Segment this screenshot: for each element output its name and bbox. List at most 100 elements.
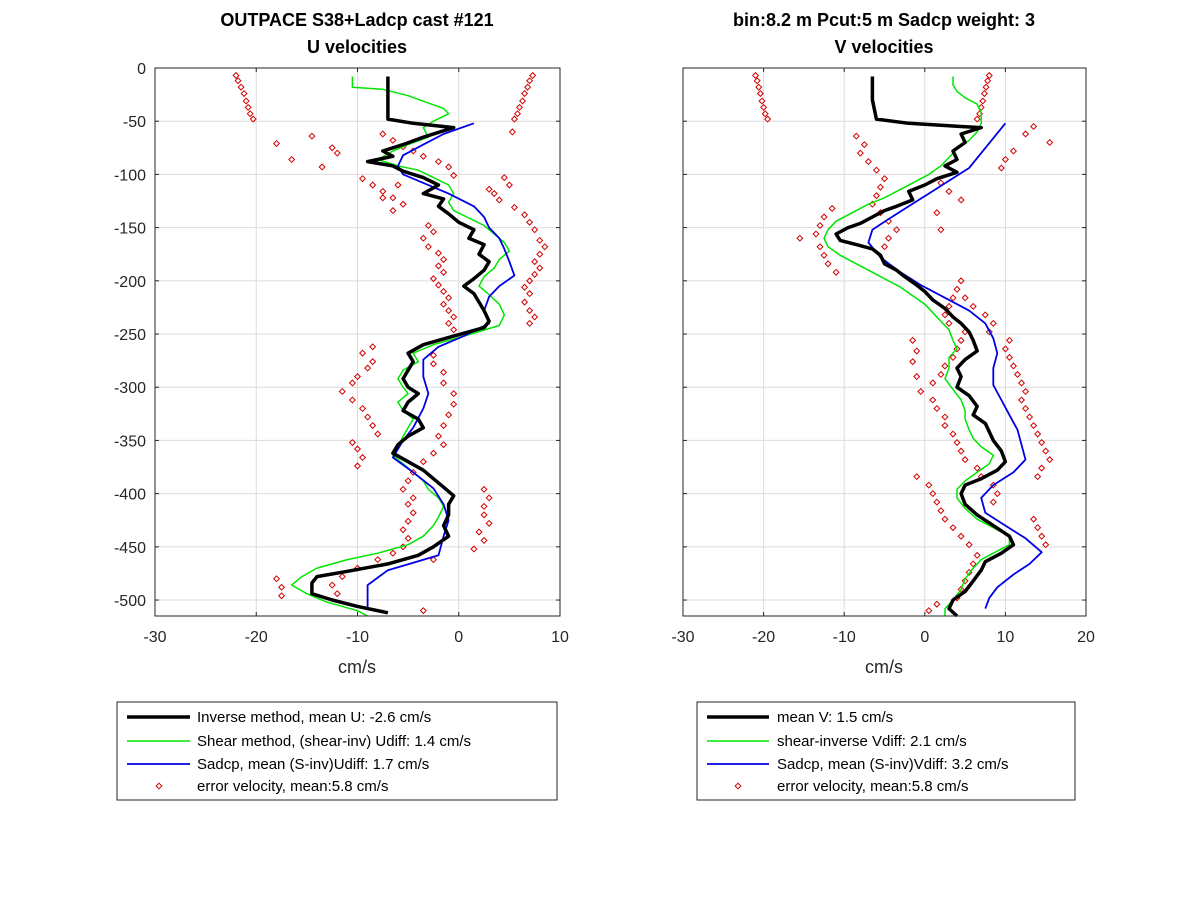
u-error-point-81 [364, 364, 372, 372]
v-error-point-101 [909, 358, 917, 366]
v-error-point-37 [820, 213, 828, 221]
v-error-point-116 [973, 551, 981, 559]
v-error-point-5 [760, 103, 768, 111]
v-error-point-43 [824, 260, 832, 268]
v-error-point-2 [755, 83, 763, 91]
v-xtick-label-3: 0 [920, 629, 929, 646]
v-error-point-62 [929, 379, 937, 387]
u-ytick-label-2: -100 [114, 167, 146, 184]
u-error-point-102 [434, 432, 443, 440]
u-error-point-88 [369, 421, 377, 430]
v-error-point-67 [941, 421, 949, 430]
u-error-point-49 [541, 243, 549, 251]
u-error-point-44 [510, 203, 518, 211]
v-error-point-99 [909, 336, 917, 344]
u-error-point-26 [445, 163, 453, 171]
u-error-point-100 [445, 411, 453, 419]
v-error-point-80 [989, 319, 997, 327]
v-error-point-48 [933, 209, 941, 217]
v-error-point-7 [764, 115, 772, 123]
u-error-point-72 [445, 294, 453, 302]
u-error-point-53 [531, 270, 539, 278]
v-xtick-label-2: -10 [833, 629, 856, 646]
v-error-point-64 [929, 396, 937, 404]
v-error-point-53 [945, 302, 953, 310]
u-error-point-45 [521, 211, 529, 219]
v-error-point-104 [925, 481, 933, 489]
u-error-point-28 [288, 155, 296, 164]
u-error-point-18 [272, 140, 281, 148]
v-error-point-17 [1022, 130, 1030, 138]
u-series-group [232, 71, 549, 617]
u-legend-swatch-error [155, 782, 163, 790]
v-error-point-88 [1022, 387, 1030, 396]
u-error-point-38 [379, 194, 387, 202]
v-error-point-42 [820, 251, 828, 259]
u-error-point-133 [278, 592, 286, 600]
v-error-point-39 [812, 230, 820, 238]
u-error-point-129 [328, 581, 336, 589]
u-error-point-33 [369, 181, 377, 189]
u-error-point-90 [348, 439, 356, 447]
u-error-point-47 [531, 226, 539, 234]
u-error-point-50 [536, 250, 544, 258]
v-error-point-0 [752, 71, 760, 79]
v-error-point-24 [856, 149, 864, 157]
v-error-point-111 [965, 541, 973, 549]
v-error-point-83 [1001, 345, 1009, 353]
v-legend-label-mean: mean V: 1.5 cm/s [777, 709, 893, 726]
u-error-point-113 [399, 526, 407, 534]
u-error-point-62 [429, 228, 437, 236]
u-legend-label-inverse: Inverse method, mean U: -2.6 cm/s [197, 709, 431, 726]
v-chart-subtitle: V velocities [834, 37, 933, 57]
v-error-point-10 [982, 83, 990, 91]
v-error-point-46 [945, 187, 953, 195]
v-error-point-91 [1026, 413, 1034, 421]
u-error-point-131 [272, 575, 281, 583]
u-error-point-75 [450, 313, 458, 321]
v-legend-label-error: error velocity, mean:5.8 cm/s [777, 778, 968, 795]
v-error-point-70 [957, 447, 965, 455]
u-error-point-107 [404, 477, 412, 485]
u-error-point-114 [404, 534, 412, 542]
v-error-point-105 [929, 490, 937, 498]
v-error-point-77 [961, 294, 969, 302]
u-legend: Inverse method, mean U: -2.6 cm/s Shear … [116, 701, 558, 801]
v-error-point-6 [761, 110, 769, 118]
v-error-point-63 [917, 387, 925, 396]
v-error-point-85 [1009, 362, 1017, 370]
u-error-point-27 [318, 163, 326, 171]
v-error-point-61 [937, 370, 945, 378]
v-x-axis-label: cm/s [865, 657, 903, 677]
u-error-point-52 [536, 264, 544, 272]
u-error-point-83 [348, 379, 356, 387]
v-error-point-75 [993, 490, 1001, 498]
v-legend-label-sadcp: Sadcp, mean (S-inv)Vdiff: 3.2 cm/s [777, 756, 1008, 773]
v-error-point-93 [1034, 430, 1042, 438]
v-error-point-29 [872, 192, 880, 200]
v-error-point-34 [884, 234, 893, 242]
u-error-point-117 [480, 485, 488, 493]
v-series-group [752, 71, 1054, 618]
u-legend-label-shear: Shear method, (shear-inv) Udiff: 1.4 cm/… [197, 733, 471, 750]
v-error-point-96 [1046, 456, 1054, 464]
u-error-point-19 [328, 144, 336, 152]
v-error-point-100 [913, 347, 921, 355]
u-error-point-32 [359, 175, 367, 183]
u-error-point-73 [440, 300, 448, 308]
v-xtick-label-4: 10 [997, 629, 1015, 646]
u-ytick-label-7: -350 [114, 433, 146, 450]
u-error-point-20 [379, 130, 387, 138]
u-error-point-93 [353, 462, 362, 470]
v-error-point-109 [949, 524, 957, 532]
v-error-point-86 [1013, 370, 1022, 378]
u-error-point-84 [338, 387, 346, 396]
u-ytick-label-3: -150 [114, 221, 146, 238]
u-error-point-101 [440, 421, 448, 430]
u-error-point-0 [232, 71, 240, 79]
v-error-point-25 [864, 158, 872, 166]
v-error-point-33 [893, 226, 901, 234]
v-error-point-27 [880, 175, 889, 183]
u-error-point-30 [450, 171, 458, 180]
u-error-point-74 [445, 307, 453, 315]
